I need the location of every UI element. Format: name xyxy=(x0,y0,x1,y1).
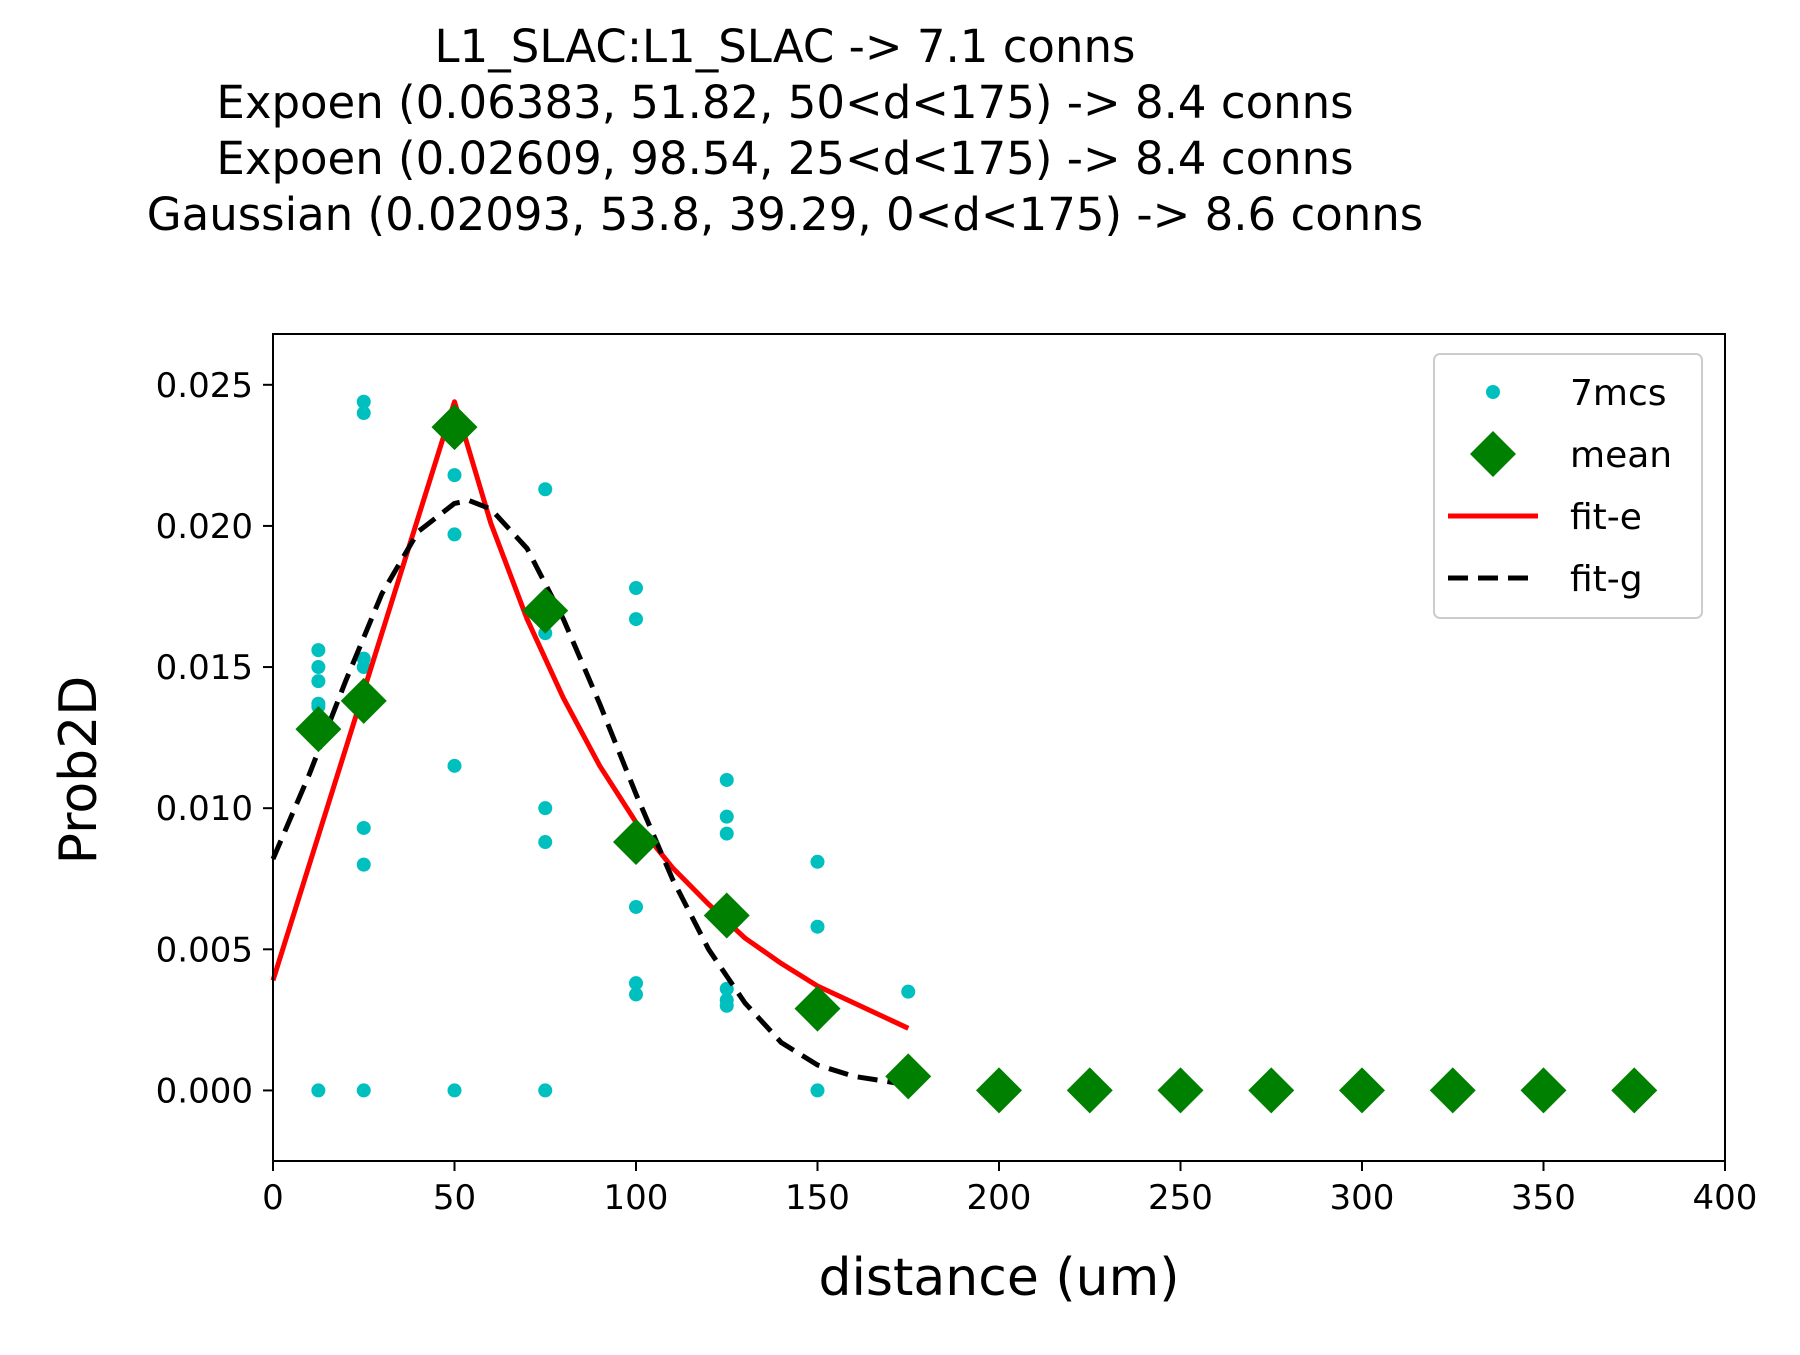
series-7mcs xyxy=(311,394,916,1098)
y-tick-label: 0.020 xyxy=(156,507,253,547)
data-point xyxy=(356,1083,371,1098)
x-tick-label: 100 xyxy=(604,1178,669,1218)
data-point xyxy=(719,826,734,841)
data-point xyxy=(447,527,462,542)
legend-marker-diamond xyxy=(1470,431,1516,477)
mean-marker xyxy=(613,819,659,866)
data-point xyxy=(356,660,371,675)
data-point xyxy=(356,857,371,872)
mean-marker xyxy=(703,892,750,939)
data-point xyxy=(901,984,916,999)
series-mean xyxy=(295,404,1658,1114)
data-point xyxy=(311,643,326,658)
data-point xyxy=(447,468,462,483)
legend-entry-fit-e: fit-e xyxy=(1448,497,1642,538)
mean-marker xyxy=(295,706,342,753)
legend-box xyxy=(1433,353,1703,619)
mean-marker xyxy=(1611,1067,1658,1114)
y-tick-label: 0.015 xyxy=(156,648,253,688)
mean-marker xyxy=(1066,1067,1113,1114)
mean-marker xyxy=(1339,1067,1385,1114)
data-point xyxy=(447,758,462,773)
y-axis-ticks: 0.000 0.005 0.010 0.015 0.020 0.025 xyxy=(156,366,273,1111)
data-point xyxy=(538,1083,553,1098)
mean-marker xyxy=(1248,1067,1295,1114)
x-axis-label: distance (um) xyxy=(818,1248,1179,1308)
x-tick-label: 300 xyxy=(1330,1178,1395,1218)
data-point xyxy=(719,998,734,1013)
y-tick-label: 0.025 xyxy=(156,366,253,406)
legend-entry-fit-g: fit-g xyxy=(1448,559,1643,600)
fit-g-line xyxy=(270,498,909,1088)
data-point xyxy=(810,1083,825,1098)
mean-marker xyxy=(1520,1067,1567,1114)
x-tick-label: 50 xyxy=(433,1178,476,1218)
data-point xyxy=(719,809,734,824)
data-point xyxy=(356,394,371,409)
data-point xyxy=(629,612,643,627)
legend-label: 7mcs xyxy=(1570,373,1667,414)
mean-marker xyxy=(431,404,478,451)
legend: 7mcs mean fit-e fit-g xyxy=(1433,353,1703,619)
legend-label: mean xyxy=(1570,435,1672,476)
x-tick-label: 250 xyxy=(1148,1178,1213,1218)
data-point xyxy=(538,835,553,850)
y-tick-label: 0.010 xyxy=(156,789,253,829)
y-tick-label: 0.000 xyxy=(156,1071,253,1111)
title-line-4: Gaussian (0.02093, 53.8, 39.29, 0<d<175)… xyxy=(147,188,1423,241)
data-point xyxy=(311,1083,326,1098)
x-tick-label: 0 xyxy=(262,1178,284,1218)
plot-area xyxy=(270,333,1726,1162)
mean-marker xyxy=(1429,1067,1476,1114)
title-line-1: L1_SLAC:L1_SLAC -> 7.1 conns xyxy=(435,20,1136,73)
chart-title: L1_SLAC:L1_SLAC -> 7.1 conns Expoen (0.0… xyxy=(147,20,1423,241)
data-point xyxy=(356,820,371,835)
data-point xyxy=(311,660,326,675)
mean-marker xyxy=(340,677,387,724)
data-point xyxy=(810,919,825,934)
y-axis-label: Prob2D xyxy=(49,676,109,865)
x-tick-label: 350 xyxy=(1511,1178,1576,1218)
mean-marker xyxy=(794,985,841,1032)
mean-marker xyxy=(522,587,569,634)
legend-entry-7mcs: 7mcs xyxy=(1486,373,1667,414)
y-tick-label: 0.005 xyxy=(156,930,253,970)
title-line-2: Expoen (0.06383, 51.82, 50<d<175) -> 8.4… xyxy=(216,76,1353,129)
data-point xyxy=(538,801,553,816)
data-point xyxy=(719,772,734,787)
mean-marker xyxy=(885,1053,932,1100)
mean-marker xyxy=(1157,1067,1204,1114)
x-tick-label: 200 xyxy=(967,1178,1032,1218)
data-point xyxy=(629,976,643,991)
legend-entry-mean: mean xyxy=(1470,431,1672,477)
data-point xyxy=(810,854,825,869)
mean-marker xyxy=(976,1067,1022,1114)
legend-marker-dot xyxy=(1486,385,1500,399)
x-axis-ticks: 0 50 100 150 200 250 300 350 400 xyxy=(262,1161,1757,1218)
x-tick-label: 150 xyxy=(785,1178,850,1218)
legend-label: fit-e xyxy=(1570,497,1642,538)
data-point xyxy=(629,899,643,914)
data-point xyxy=(356,406,371,421)
data-point xyxy=(447,1083,462,1098)
legend-label: fit-g xyxy=(1570,559,1643,600)
x-tick-label: 400 xyxy=(1693,1178,1758,1218)
data-point xyxy=(311,674,326,689)
title-line-3: Expoen (0.02609, 98.54, 25<d<175) -> 8.4… xyxy=(216,132,1353,185)
data-point xyxy=(629,987,643,1002)
data-point xyxy=(629,581,643,596)
data-point xyxy=(538,482,553,497)
